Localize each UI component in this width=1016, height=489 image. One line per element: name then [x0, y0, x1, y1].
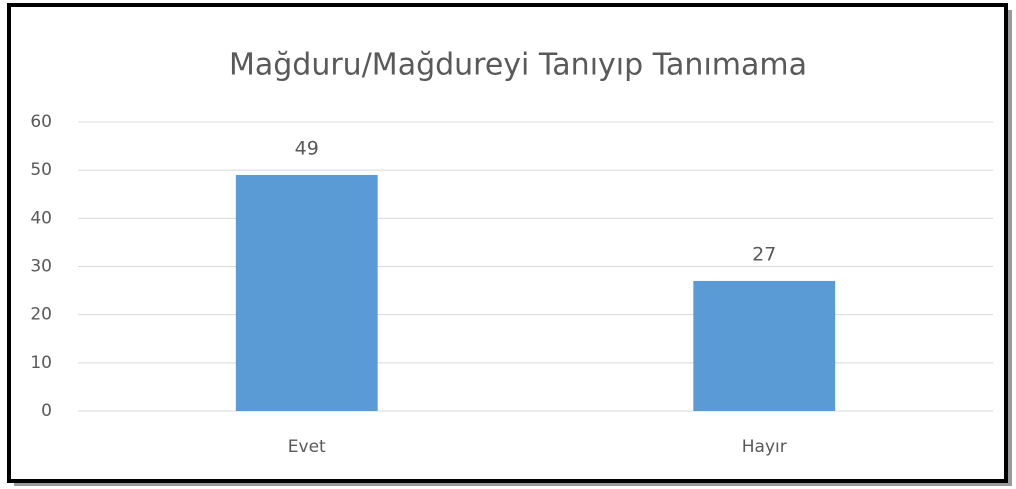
chart-frame — [7, 3, 1008, 483]
x-tick-label: Hayır — [742, 437, 787, 457]
x-tick-label: Evet — [288, 437, 326, 457]
bar — [235, 174, 378, 411]
y-tick-label: 60 — [30, 112, 52, 132]
bar — [693, 280, 836, 411]
chart-title: Mağduru/Mağdureyi Tanıyıp Tanımama — [229, 48, 807, 83]
y-tick-label: 30 — [30, 257, 52, 277]
y-tick-label: 10 — [30, 353, 52, 373]
y-tick-label: 0 — [41, 401, 52, 421]
data-label: 27 — [752, 243, 776, 265]
y-tick-label: 20 — [30, 305, 52, 325]
y-tick-label: 50 — [30, 160, 52, 180]
data-label: 49 — [295, 137, 319, 159]
y-tick-label: 40 — [30, 208, 52, 228]
